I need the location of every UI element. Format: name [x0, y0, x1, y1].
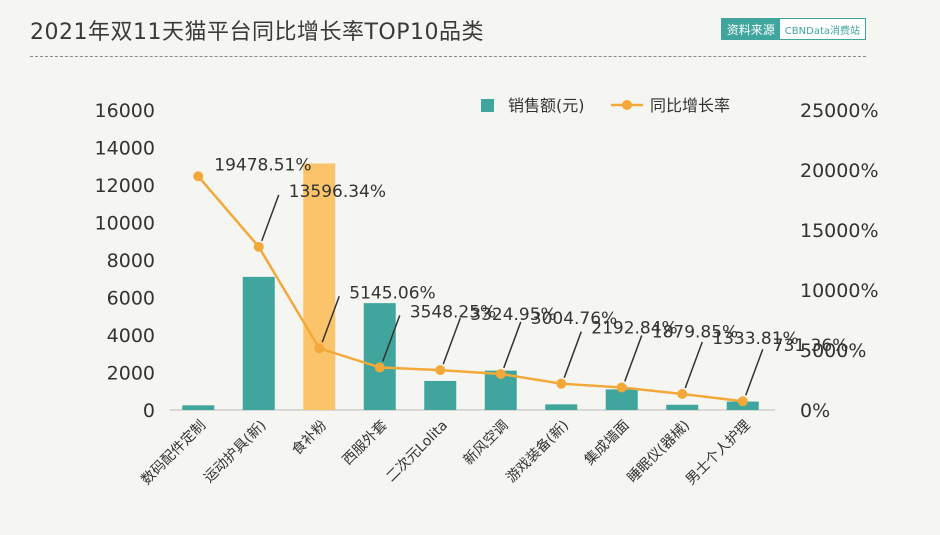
y-left-tick-label: 14000 — [95, 138, 155, 160]
data-label: 1879.85% — [652, 322, 738, 342]
data-label: 2192.84% — [591, 319, 677, 339]
data-label: 3324.95% — [470, 305, 556, 325]
growth-rate-point — [495, 368, 506, 379]
data-label: 1333.81% — [712, 329, 798, 349]
bar — [242, 276, 275, 410]
data-label-leader — [563, 331, 582, 378]
bar — [424, 380, 457, 410]
x-tick-label: 游戏装备(新) — [503, 417, 572, 486]
data-label: 731.36% — [773, 336, 849, 356]
data-label: 5145.06% — [349, 283, 435, 303]
bar — [666, 404, 699, 410]
growth-rate-point — [374, 362, 385, 373]
source-name: CBNData消费站 — [779, 19, 865, 39]
growth-rate-point — [193, 171, 204, 182]
data-label: 19478.51% — [214, 155, 311, 175]
data-label-leader — [261, 194, 280, 242]
y-left-tick-label: 2000 — [107, 363, 155, 385]
data-label-leader — [624, 335, 643, 382]
source-label: 资料来源 — [721, 19, 780, 39]
x-tick-label: 男士个人护理 — [683, 418, 754, 489]
data-label-leader — [503, 321, 522, 369]
bar — [363, 303, 396, 410]
data-label-leader — [442, 317, 461, 365]
growth-rate-point — [435, 365, 446, 376]
growth-rate-line — [197, 175, 743, 403]
data-label-leader — [684, 341, 703, 389]
bar — [545, 404, 578, 410]
data-label: 3004.76% — [531, 309, 617, 329]
growth-rate-point — [556, 378, 567, 389]
data-label: 3548.25% — [410, 302, 496, 322]
data-label-leader — [382, 315, 401, 362]
growth-rate-point — [253, 241, 264, 252]
legend-bar-label: 销售额(元) — [508, 96, 585, 115]
x-tick-label: 西服外套 — [340, 418, 391, 469]
y-left-tick-label: 16000 — [95, 100, 155, 122]
x-tick-label: 二次元Lolita — [383, 418, 451, 486]
x-tick-label: 集成墙面 — [581, 417, 633, 469]
x-tick-label: 食补粉 — [288, 417, 330, 459]
y-right-tick-label: 10000% — [800, 280, 879, 302]
bar — [605, 389, 638, 410]
chart-title: 2021年双11天猫平台同比增长率TOP10品类 — [30, 20, 484, 45]
growth-rate-point — [314, 343, 325, 354]
growth-rate-point — [677, 388, 688, 399]
y-left-tick-label: 12000 — [95, 175, 155, 197]
y-left-tick-label: 0 — [143, 400, 155, 422]
growth-rate-point — [737, 396, 748, 407]
legend-line-marker — [622, 100, 632, 110]
y-left-tick-label: 10000 — [95, 213, 155, 235]
y-right-tick-label: 20000% — [800, 160, 879, 182]
y-left-tick-label: 6000 — [107, 288, 155, 310]
y-right-tick-label: 15000% — [800, 220, 879, 242]
legend-bar-swatch — [481, 99, 494, 112]
y-left-tick-label: 8000 — [107, 250, 155, 272]
x-tick-label: 新风空调 — [461, 418, 512, 469]
data-label-leader — [745, 348, 764, 396]
bar — [303, 163, 336, 410]
bar — [182, 405, 215, 410]
data-label: 13596.34% — [289, 182, 386, 202]
y-right-tick-label: 25000% — [800, 100, 879, 122]
y-right-tick-label: 5000% — [800, 340, 866, 362]
source-badge: 资料来源 CBNData消费站 — [720, 18, 866, 40]
x-tick-label: 数码配件定制 — [138, 418, 209, 489]
growth-rate-point — [616, 382, 627, 393]
data-label-leader — [321, 295, 340, 343]
title-divider — [30, 56, 866, 57]
y-right-tick-label: 0% — [800, 400, 830, 422]
x-tick-label: 运动护具(新) — [201, 418, 270, 487]
legend-line-label: 同比增长率 — [650, 96, 730, 115]
y-left-tick-label: 4000 — [107, 325, 155, 347]
